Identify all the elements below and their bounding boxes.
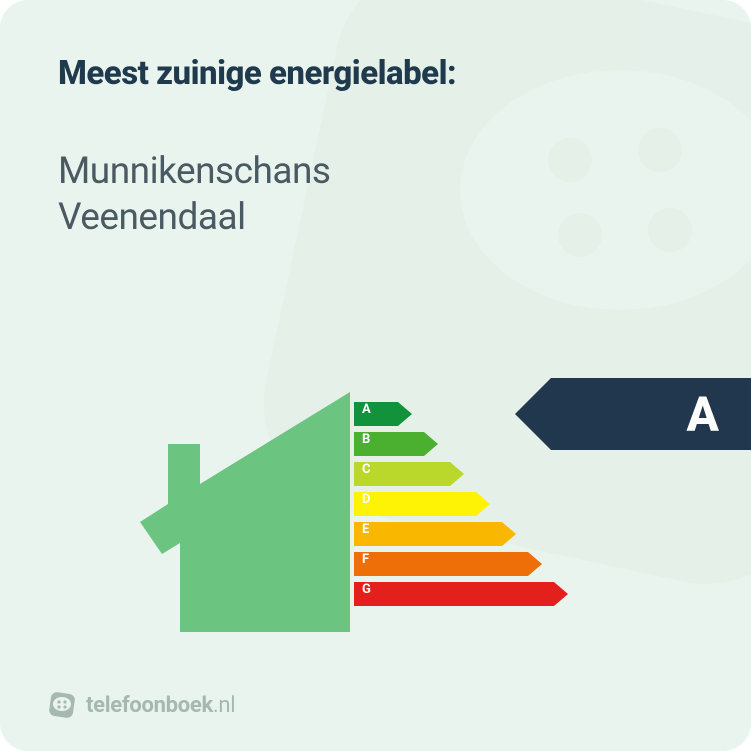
energy-bar-label: F — [362, 552, 369, 567]
energy-bar-label: B — [362, 432, 370, 447]
card-subtitle: Munnikenschans Veenendaal — [58, 149, 693, 242]
card-title: Meest zuinige energielabel: — [58, 54, 693, 93]
subtitle-line1: Munnikenschans — [58, 150, 331, 193]
energy-bar-label: G — [362, 582, 371, 597]
energy-bar-label: D — [362, 492, 370, 507]
card-content: Meest zuinige energielabel: Munnikenscha… — [0, 0, 751, 751]
energy-bar-label: C — [362, 462, 371, 477]
energy-label-card: Meest zuinige energielabel: Munnikenscha… — [0, 0, 751, 751]
energy-bar-label: A — [362, 402, 371, 417]
energy-bar-label: E — [362, 522, 369, 537]
subtitle-line2: Veenendaal — [58, 196, 246, 239]
